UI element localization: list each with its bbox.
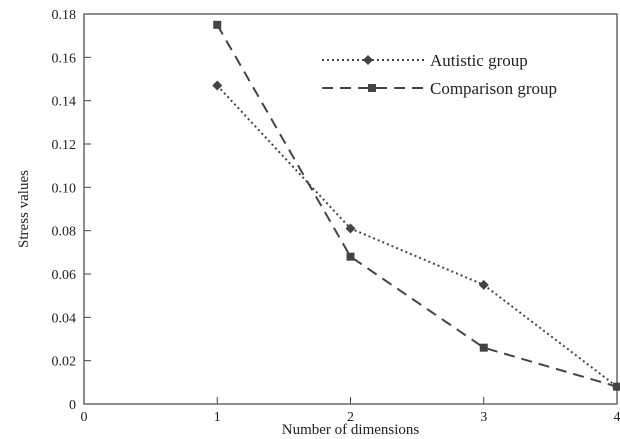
legend-marker-diamond [363,55,373,65]
data-point [345,223,356,234]
x-tick-label: 2 [347,410,354,425]
y-tick-label: 0.08 [52,225,77,240]
x-tick-label: 0 [81,410,88,425]
y-tick-label: 0.02 [52,355,77,370]
y-tick-label: 0.12 [52,138,77,153]
x-tick-label: 1 [214,410,221,425]
series-layer [212,20,620,392]
y-tick-label: 0.16 [52,51,77,66]
legend-label-comparison: Comparison group [430,79,557,98]
y-tick-label: 0.18 [52,8,77,23]
y-tick-label: 0.04 [52,311,77,326]
y-axis-title: Stress values [16,170,32,248]
y-axis-ticks: 0 0.02 0.04 0.06 0.08 0.10 0.12 0.14 0.16 0.18 [52,8,91,413]
plot-border [83,13,618,405]
plot-frame [83,13,618,405]
data-point [346,252,355,261]
series-diamond [212,80,620,392]
y-tick-label: 0.14 [52,95,77,110]
y-tick-label: 0.06 [52,268,77,283]
data-point [213,20,222,29]
x-tick-label: 3 [480,410,487,425]
series-line [216,24,618,388]
series-square [213,20,620,391]
legend-item-autistic: Autistic group [322,51,528,70]
x-tick-label: 4 [614,410,620,425]
x-axis-title: Number of dimensions [282,422,420,438]
legend-item-comparison: Comparison group [322,79,557,98]
x-axis-ticks: 0 1 2 3 4 [81,397,620,425]
legend: Autistic group Comparison group [322,51,557,98]
data-point [478,279,489,290]
legend-marker-square [368,84,376,92]
data-point [479,343,488,352]
data-point [613,382,620,391]
y-tick-label: 0 [69,398,76,413]
series-line [216,84,618,388]
y-tick-label: 0.10 [52,181,77,196]
data-point [212,80,223,91]
legend-label-autistic: Autistic group [430,51,528,70]
